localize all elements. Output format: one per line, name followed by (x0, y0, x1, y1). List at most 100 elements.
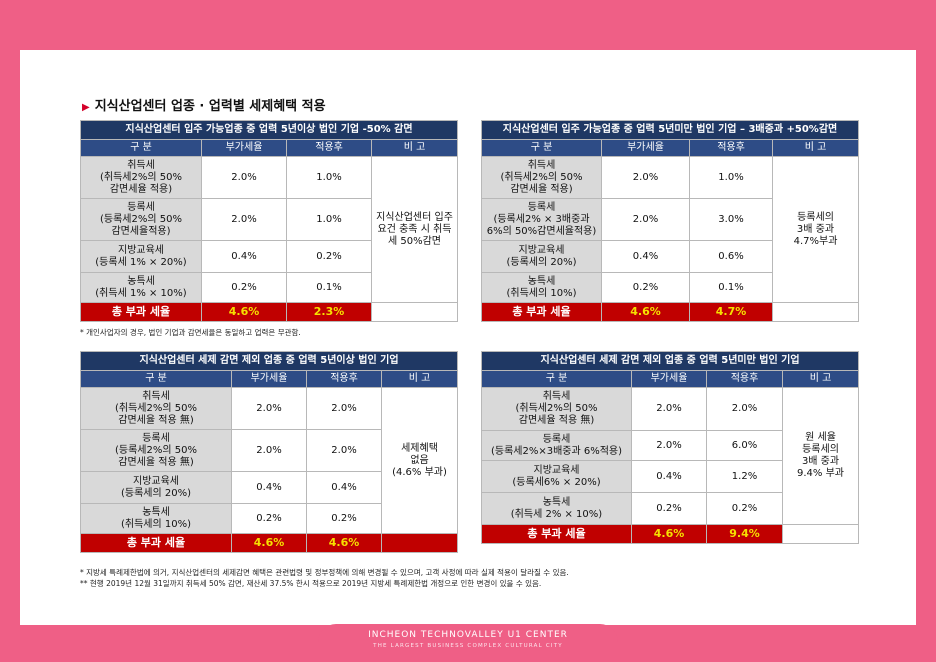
col-header: 적용후 (306, 370, 382, 388)
total-base-rate: 4.6% (231, 533, 307, 553)
footnote-individual: * 개인사업자의 경우, 법인 기업과 감면세율은 동일하고 업력은 무관함. (80, 328, 301, 337)
table-title: 지식산업센터 입주 가능업종 중 업력 5년미만 법인 기업 – 3배중과 +5… (480, 120, 860, 140)
applied-rate: 2.0% (306, 387, 382, 430)
total-label: 총 부과 세율 (481, 302, 602, 322)
row-label: 농특세 (취득세의 10%) (80, 503, 232, 534)
base-rate: 0.4% (601, 240, 690, 273)
total-blank (781, 524, 860, 544)
row-label: 취득세 (취득세2%의 50% 감면세율 적용) (481, 156, 602, 199)
base-rate: 0.4% (201, 240, 287, 273)
base-rate: 2.0% (601, 198, 690, 241)
base-rate: 2.0% (631, 387, 707, 431)
tax-table-4: 지식산업센터 세제 감면 제외 업종 중 업력 5년미만 법인 기업 구 분 부… (480, 351, 860, 544)
total-applied-rate: 9.4% (706, 524, 783, 544)
col-header: 구 분 (481, 370, 632, 388)
row-label: 등록세 (등록세2% × 3배중과 6%의 50%감면세율적용) (481, 198, 602, 241)
applied-rate: 0.1% (286, 272, 372, 303)
applied-rate: 1.0% (689, 156, 773, 199)
section-heading: ▶ 지식산업센터 업종 · 업력별 세제혜택 적용 (82, 95, 326, 114)
footer-tab (318, 624, 618, 662)
row-label: 농특세 (취득세의 10%) (481, 272, 602, 303)
col-header: 적용후 (286, 139, 372, 157)
col-header: 적용후 (689, 139, 773, 157)
base-rate: 2.0% (631, 430, 707, 461)
total-blank (771, 302, 860, 322)
col-header: 구 분 (80, 139, 202, 157)
col-header: 비 고 (771, 139, 860, 157)
section-heading-text: 지식산업센터 업종 · 업력별 세제혜택 적용 (94, 99, 326, 114)
base-rate: 2.0% (201, 156, 287, 199)
table-title: 지식산업센터 입주 가능업종 중 업력 5년이상 법인 기업 -50% 감면 (80, 120, 458, 140)
applied-rate: 0.4% (306, 471, 382, 504)
base-rate: 0.2% (201, 272, 287, 303)
total-blank (380, 533, 459, 553)
col-header: 구 분 (481, 139, 602, 157)
base-rate: 2.0% (601, 156, 690, 199)
table-title: 지식산업센터 세제 감면 제외 업종 중 업력 5년이상 법인 기업 (79, 351, 459, 371)
table-title: 지식산업센터 세제 감면 제외 업종 중 업력 5년미만 법인 기업 (480, 351, 860, 371)
base-rate: 2.0% (231, 429, 307, 472)
footer-title: INCHEON TECHNOVALLEY U1 CENTER (368, 630, 568, 640)
triangle-bullet-icon: ▶ (82, 102, 90, 113)
applied-rate: 0.2% (286, 240, 372, 273)
col-header: 부가세율 (231, 370, 307, 388)
total-label: 총 부과 세율 (481, 524, 632, 544)
footnote-2: ** 현행 2019년 12월 31일까지 취득세 50% 감면, 재산세 37… (80, 579, 542, 588)
row-label: 취득세 (취득세2%의 50% 감면세율 적용) (80, 156, 202, 199)
row-label: 농특세 (취득세 2% × 10%) (481, 492, 632, 525)
remark-cell: 지식산업센터 입주 요건 충족 시 취득 세 50%감면 (371, 156, 458, 303)
base-rate: 2.0% (231, 387, 307, 430)
total-base-rate: 4.6% (631, 524, 707, 544)
tax-table-2: 지식산업센터 입주 가능업종 중 업력 5년미만 법인 기업 – 3배중과 +5… (480, 120, 860, 322)
footer-subtitle: THE LARGEST BUSINESS COMPLEX CULTURAL CI… (373, 643, 563, 649)
total-applied-rate: 4.6% (306, 533, 382, 553)
row-label: 지방교육세 (등록세 1% × 20%) (80, 240, 202, 273)
applied-rate: 1.0% (286, 156, 372, 199)
row-label: 지방교육세 (등록세의 20%) (481, 240, 602, 273)
applied-rate: 0.6% (689, 240, 773, 273)
total-label: 총 부과 세율 (80, 302, 202, 322)
col-header: 구 분 (80, 370, 232, 388)
col-header: 부가세율 (601, 139, 690, 157)
applied-rate: 1.0% (286, 198, 372, 241)
row-label: 취득세 (취득세2%의 50% 감면세율 적용 無) (481, 387, 632, 431)
tax-table-1: 지식산업센터 입주 가능업종 중 업력 5년이상 법인 기업 -50% 감면 구… (80, 120, 458, 322)
remark-cell: 원 세율 등록세의 3배 중과 9.4% 부과 (781, 387, 860, 525)
applied-rate: 2.0% (306, 429, 382, 472)
base-rate: 2.0% (201, 198, 287, 241)
applied-rate: 0.2% (706, 492, 783, 525)
row-label: 취득세 (취득세2%의 50% 감면세율 적용 無) (80, 387, 232, 430)
remark-cell: 세제혜택 없음 (4.6% 부과) (380, 387, 459, 534)
total-blank (371, 302, 458, 322)
applied-rate: 3.0% (689, 198, 773, 241)
col-header: 비 고 (380, 370, 459, 388)
total-applied-rate: 2.3% (286, 302, 372, 322)
row-label: 지방교육세 (등록세의 20%) (80, 471, 232, 504)
row-label: 등록세 (등록세2%의 50% 감면세율 적용 無) (80, 429, 232, 472)
total-label: 총 부과 세율 (80, 533, 232, 553)
applied-rate: 0.1% (689, 272, 773, 303)
applied-rate: 2.0% (706, 387, 783, 431)
row-label: 농특세 (취득세 1% × 10%) (80, 272, 202, 303)
remark-cell: 등록세의 3배 중과 4.7%부과 (771, 156, 860, 303)
col-header: 부가세율 (201, 139, 287, 157)
base-rate: 0.2% (231, 503, 307, 534)
applied-rate: 6.0% (706, 430, 783, 461)
col-header: 비 고 (371, 139, 458, 157)
base-rate: 0.2% (601, 272, 690, 303)
row-label: 등록세 (등록세2%의 50% 감면세율적용) (80, 198, 202, 241)
base-rate: 0.2% (631, 492, 707, 525)
row-label: 등록세 (등록세2%×3배중과 6%적용) (481, 430, 632, 461)
row-label: 지방교육세 (등록세6% × 20%) (481, 460, 632, 493)
total-base-rate: 4.6% (201, 302, 287, 322)
footnote-1: * 지방세 특례제한법에 의거, 지식산업센터의 세제감면 혜택은 관련법령 및… (80, 568, 569, 577)
col-header: 적용후 (706, 370, 783, 388)
applied-rate: 1.2% (706, 460, 783, 493)
applied-rate: 0.2% (306, 503, 382, 534)
total-base-rate: 4.6% (601, 302, 690, 322)
tax-table-3: 지식산업센터 세제 감면 제외 업종 중 업력 5년이상 법인 기업 구 분 부… (79, 351, 459, 553)
base-rate: 0.4% (631, 460, 707, 493)
total-applied-rate: 4.7% (689, 302, 773, 322)
col-header: 부가세율 (631, 370, 707, 388)
base-rate: 0.4% (231, 471, 307, 504)
